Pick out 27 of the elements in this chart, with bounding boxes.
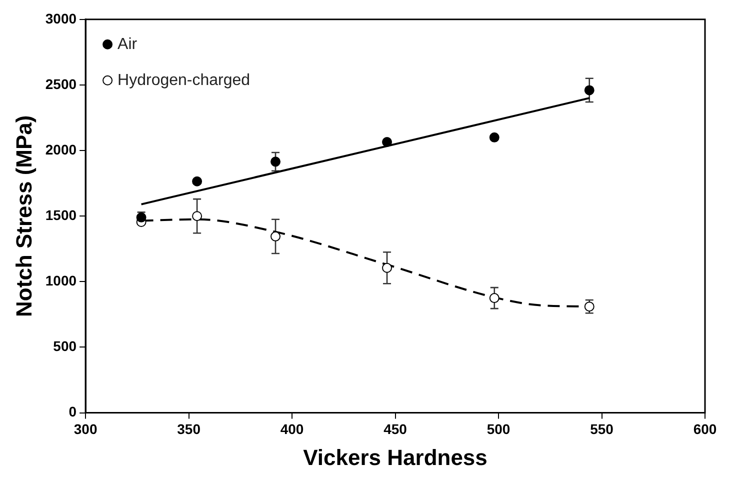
point — [382, 262, 392, 273]
x-tick-label: 550 — [590, 421, 614, 438]
x-tick-label: 300 — [74, 421, 98, 438]
y-tick-label: 2500 — [45, 76, 77, 92]
point — [192, 211, 202, 222]
legend-label: Air — [118, 36, 138, 53]
point — [489, 132, 500, 142]
y-axis-title: Notch Stress (MPa) — [11, 115, 36, 317]
y-tick-label: 1500 — [45, 206, 77, 223]
point — [270, 156, 281, 167]
x-tick-label: 350 — [177, 421, 201, 438]
y-tick-label: 1000 — [45, 272, 77, 289]
y-tick-label: 500 — [53, 338, 77, 354]
point — [382, 137, 392, 148]
x-tick-label: 450 — [384, 421, 408, 438]
x-tick-label: 500 — [486, 421, 510, 438]
y-tick-label: 0 — [68, 404, 77, 420]
point — [489, 293, 500, 304]
point — [270, 231, 281, 242]
x-tick-label: 400 — [280, 421, 304, 438]
x-axis-title: Vickers Hardness — [303, 444, 488, 470]
point — [584, 85, 594, 96]
point — [192, 176, 202, 186]
y-tick-label: 3000 — [45, 10, 77, 26]
legend-label: Hydrogen-charged — [118, 72, 250, 89]
x-tick-label: 600 — [693, 421, 717, 438]
y-tick-label: 2000 — [45, 141, 77, 158]
